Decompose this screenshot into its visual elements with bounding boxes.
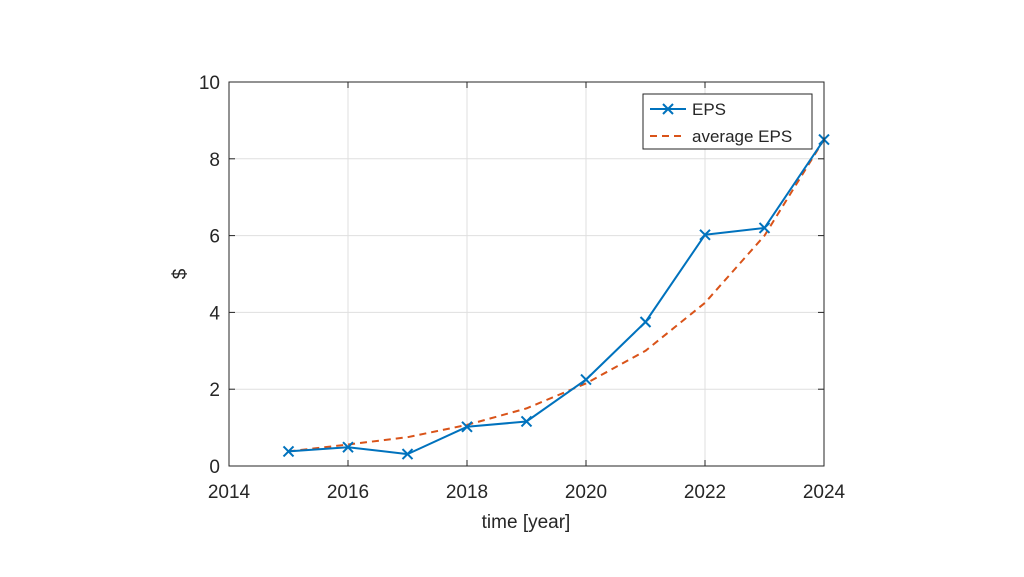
x-tick-label: 2024 [803, 482, 846, 503]
series-line-average-eps [288, 139, 825, 453]
y-tick-label: 4 [209, 303, 220, 324]
data-point-marker [580, 373, 592, 386]
data-point-marker [639, 316, 652, 328]
legend-entry: average EPS [650, 127, 792, 146]
x-tick-label: 2018 [446, 482, 488, 503]
legend-label: average EPS [692, 127, 792, 146]
legend: EPS average EPS [642, 93, 813, 150]
y-tick-label: 2 [209, 380, 220, 401]
data-point-marker [520, 415, 533, 428]
data-point-marker [282, 445, 295, 458]
y-tick-label: 8 [209, 150, 220, 171]
x-tick-label: 2014 [208, 482, 251, 503]
data-point-marker [758, 222, 771, 234]
y-axis-label: $ [170, 268, 191, 279]
data-point-marker [461, 421, 473, 433]
series-line-eps [288, 139, 825, 456]
legend-box [642, 93, 813, 150]
data-point-marker [401, 448, 414, 460]
x-tick-label: 2020 [565, 482, 607, 503]
x-tick-label: 2016 [327, 482, 369, 503]
data-point-marker [342, 441, 354, 453]
axes-box [228, 81, 825, 467]
legend-label: EPS [692, 100, 726, 119]
x-tick-label: 2022 [684, 482, 726, 503]
data-point-marker [699, 229, 711, 241]
y-tick-label: 6 [209, 227, 220, 248]
x-axis-label: time [year] [482, 512, 571, 533]
legend-entry: EPS [650, 100, 726, 119]
y-tick-label: 0 [209, 457, 220, 478]
y-tick-label: 10 [199, 73, 220, 94]
